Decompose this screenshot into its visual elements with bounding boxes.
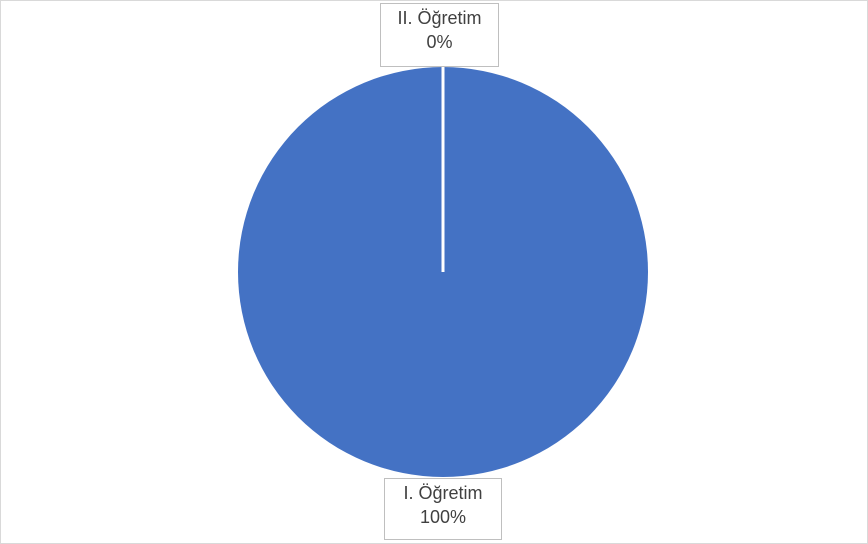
- data-label-ii-ogretim: II. Öğretim 0%: [380, 3, 499, 67]
- data-label-category: I. Öğretim: [403, 483, 483, 503]
- data-label-value: 100%: [419, 507, 467, 527]
- data-label-category: II. Öğretim: [397, 8, 482, 28]
- data-label-i-ogretim: I. Öğretim 100%: [384, 478, 502, 540]
- data-label-value: 0%: [426, 32, 453, 52]
